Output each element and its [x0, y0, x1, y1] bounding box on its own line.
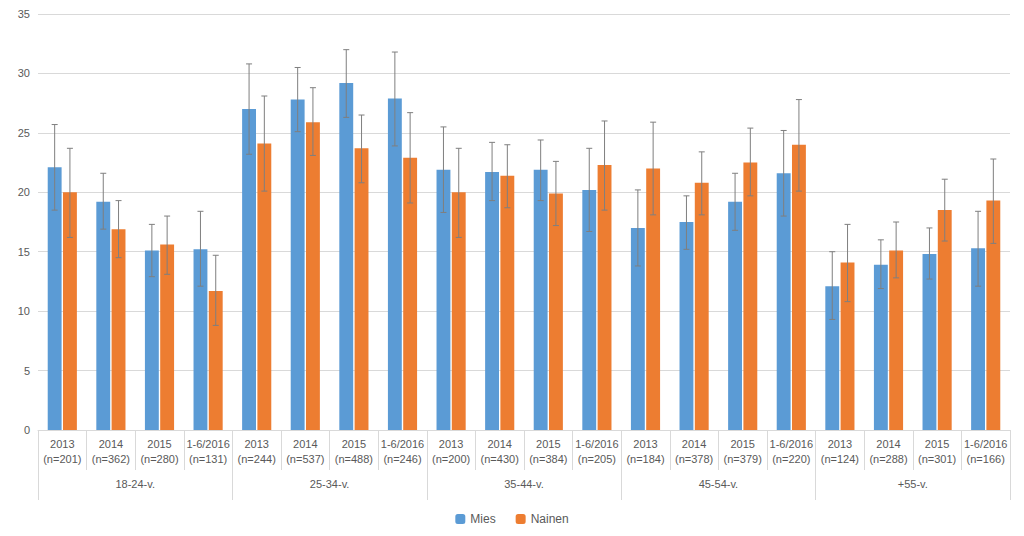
svg-text:(n=131): (n=131)	[189, 453, 227, 465]
svg-text:(n=205): (n=205)	[578, 453, 616, 465]
svg-text:1-6/2016: 1-6/2016	[575, 438, 618, 450]
svg-text:1-6/2016: 1-6/2016	[186, 438, 229, 450]
svg-text:+55-v.: +55-v.	[898, 478, 928, 490]
svg-text:(n=246): (n=246)	[383, 453, 421, 465]
svg-text:2014: 2014	[293, 438, 317, 450]
svg-text:10: 10	[18, 305, 30, 317]
svg-text:(n=201): (n=201)	[43, 453, 81, 465]
svg-text:20: 20	[18, 186, 30, 198]
svg-text:45-54-v.: 45-54-v.	[699, 478, 739, 490]
svg-text:1-6/2016: 1-6/2016	[964, 438, 1007, 450]
svg-text:(n=200): (n=200)	[432, 453, 470, 465]
svg-text:(n=301): (n=301)	[918, 453, 956, 465]
svg-text:2014: 2014	[99, 438, 123, 450]
svg-text:(n=220): (n=220)	[772, 453, 810, 465]
svg-text:30: 30	[18, 67, 30, 79]
svg-text:(n=379): (n=379)	[724, 453, 762, 465]
svg-text:35-44-v.: 35-44-v.	[504, 478, 544, 490]
svg-text:(n=488): (n=488)	[335, 453, 373, 465]
svg-text:(n=184): (n=184)	[626, 453, 664, 465]
svg-text:(n=288): (n=288)	[869, 453, 907, 465]
svg-text:18-24-v.: 18-24-v.	[115, 478, 155, 490]
svg-text:2015: 2015	[536, 438, 560, 450]
svg-text:2013: 2013	[828, 438, 852, 450]
svg-text:Mies: Mies	[470, 512, 495, 526]
svg-text:2013: 2013	[439, 438, 463, 450]
svg-text:1-6/2016: 1-6/2016	[770, 438, 813, 450]
svg-text:(n=362): (n=362)	[92, 453, 130, 465]
svg-text:(n=124): (n=124)	[821, 453, 859, 465]
svg-text:25-34-v.: 25-34-v.	[310, 478, 350, 490]
svg-text:Nainen: Nainen	[531, 512, 569, 526]
svg-text:(n=280): (n=280)	[140, 453, 178, 465]
svg-text:2013: 2013	[244, 438, 268, 450]
svg-text:2013: 2013	[633, 438, 657, 450]
svg-text:2014: 2014	[682, 438, 706, 450]
svg-text:15: 15	[18, 246, 30, 258]
svg-text:2014: 2014	[487, 438, 511, 450]
svg-text:(n=244): (n=244)	[238, 453, 276, 465]
svg-text:2015: 2015	[730, 438, 754, 450]
svg-text:25: 25	[18, 127, 30, 139]
svg-text:35: 35	[18, 8, 30, 20]
svg-text:2015: 2015	[925, 438, 949, 450]
svg-text:2015: 2015	[147, 438, 171, 450]
svg-text:(n=384): (n=384)	[529, 453, 567, 465]
svg-text:5: 5	[24, 365, 30, 377]
svg-text:(n=166): (n=166)	[967, 453, 1005, 465]
svg-text:2013: 2013	[50, 438, 74, 450]
svg-text:2014: 2014	[876, 438, 900, 450]
svg-text:0: 0	[24, 424, 30, 436]
svg-text:(n=430): (n=430)	[481, 453, 519, 465]
svg-text:(n=378): (n=378)	[675, 453, 713, 465]
svg-text:2015: 2015	[342, 438, 366, 450]
svg-text:1-6/2016: 1-6/2016	[381, 438, 424, 450]
svg-text:(n=537): (n=537)	[286, 453, 324, 465]
